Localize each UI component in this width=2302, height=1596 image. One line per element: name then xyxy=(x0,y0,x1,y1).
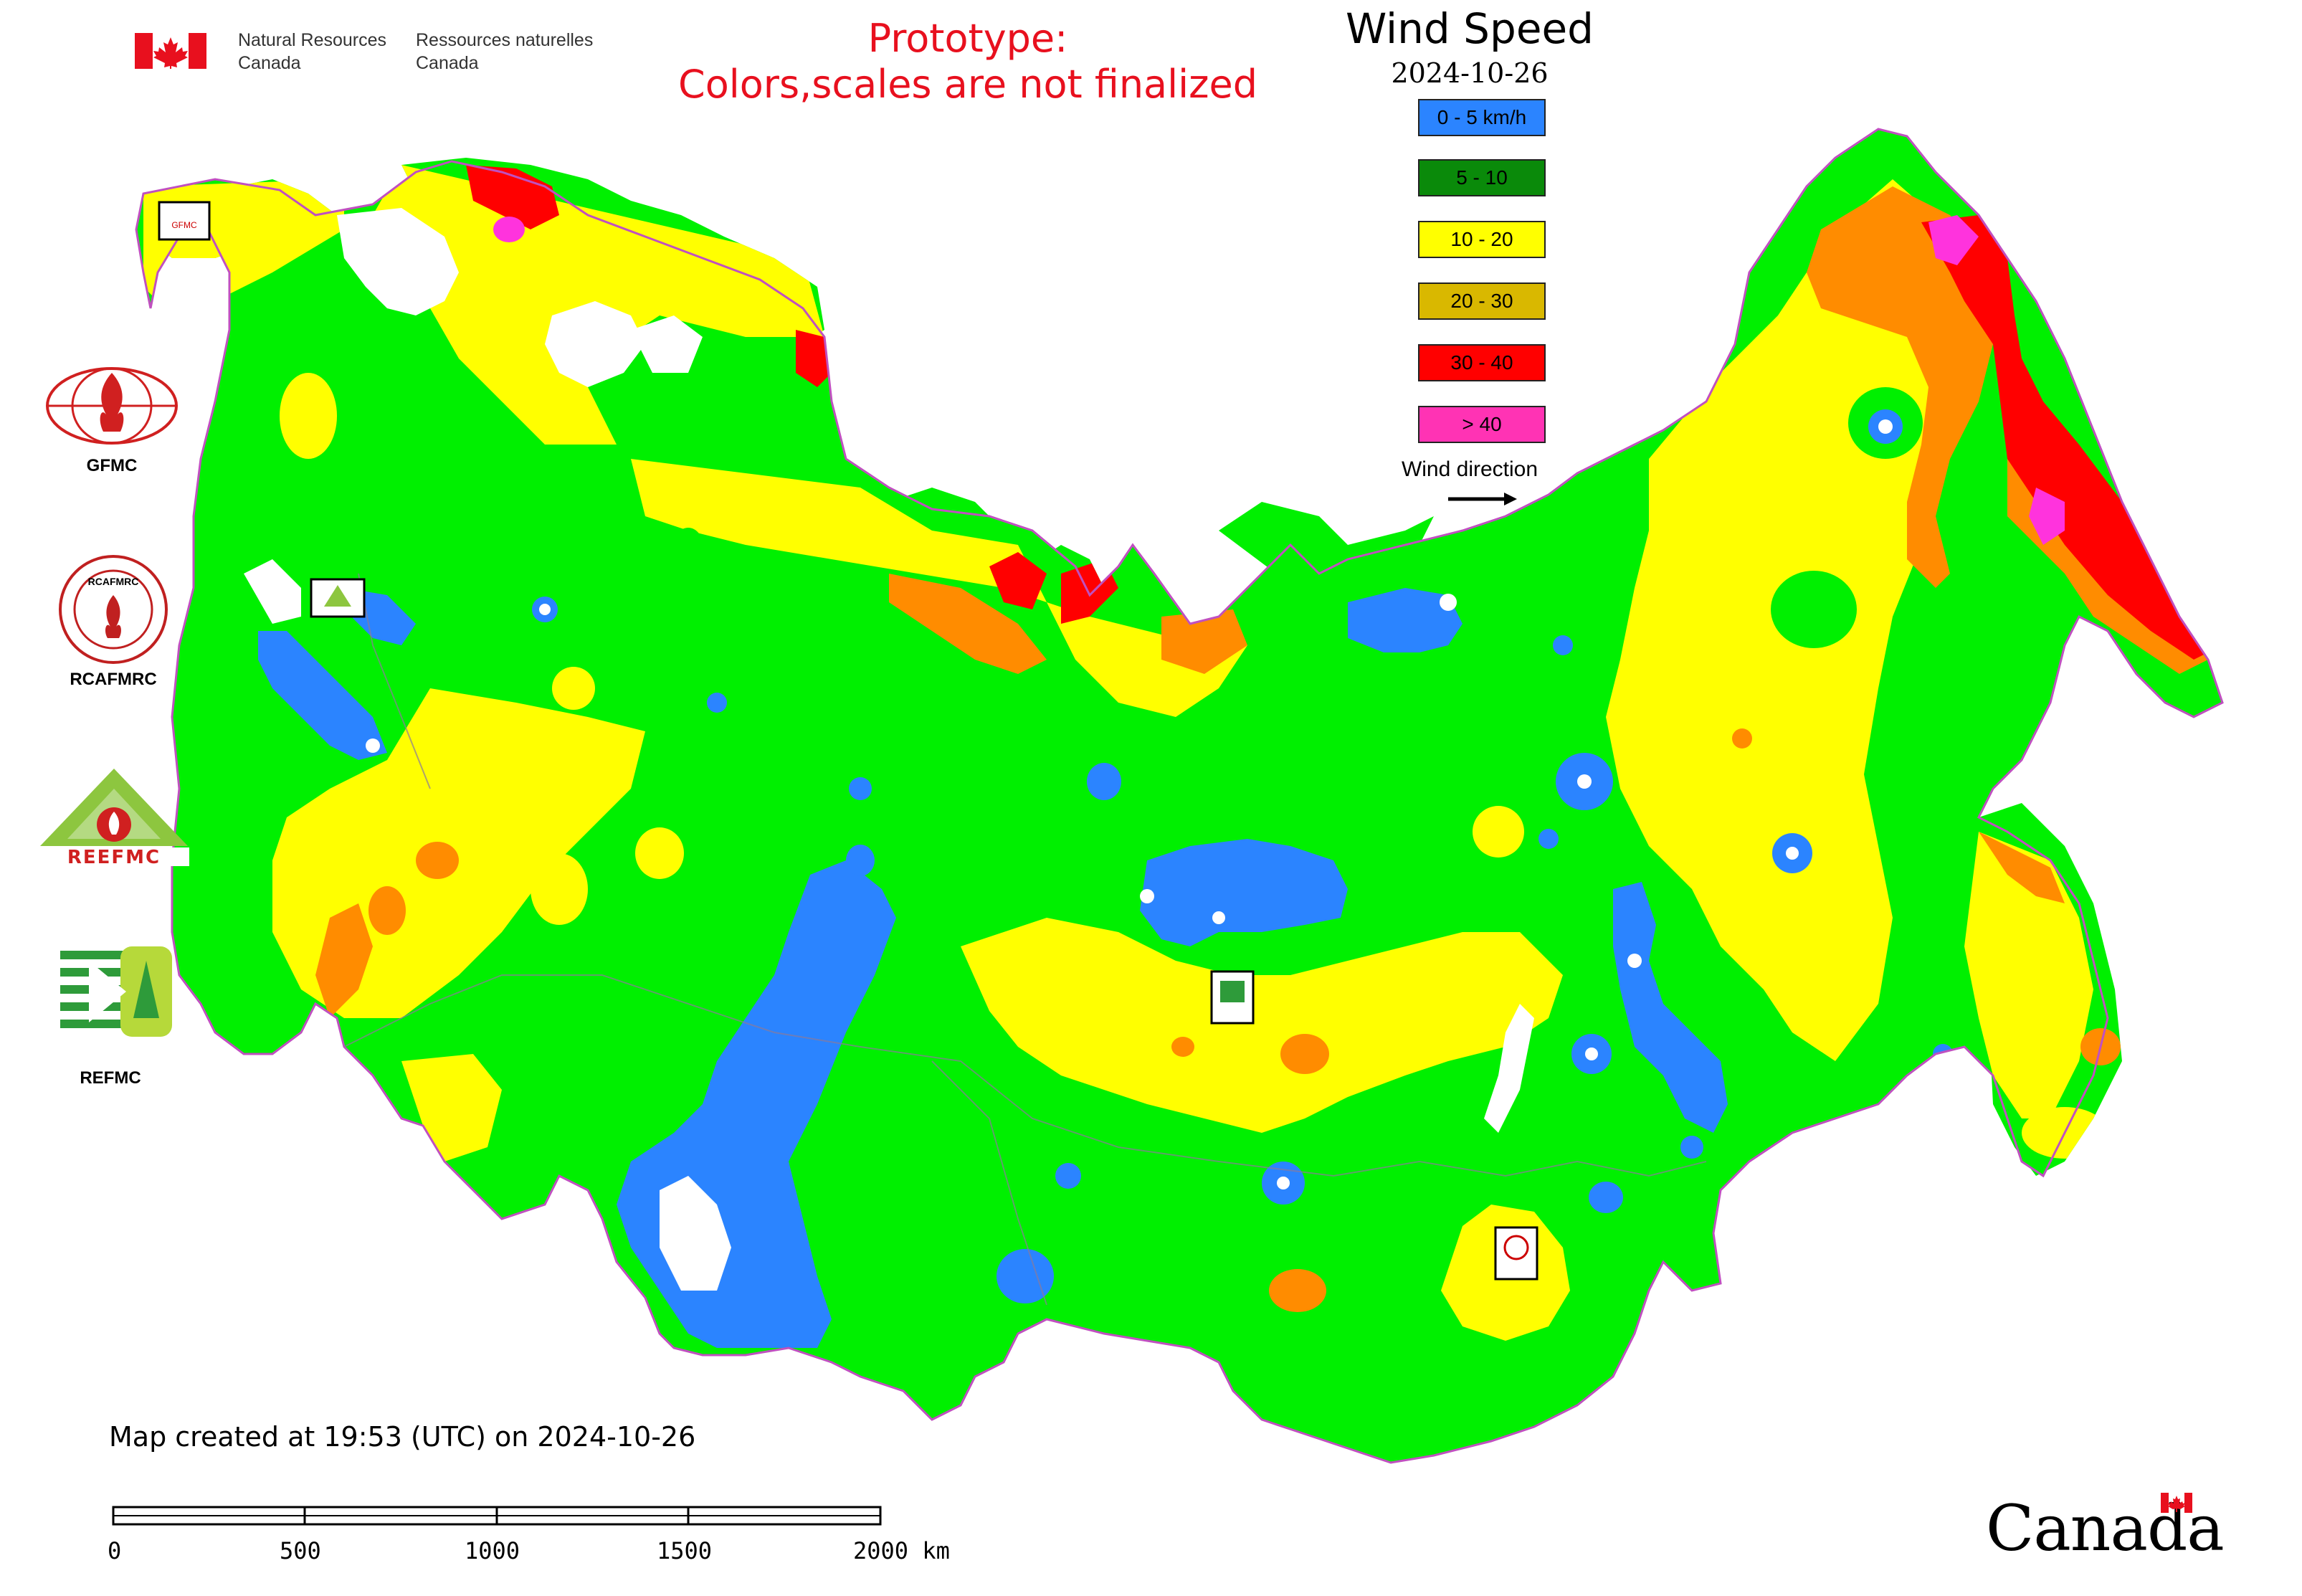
wordmark-flag-icon xyxy=(2161,1493,2192,1513)
legend-title: Wind Speed xyxy=(1345,4,1594,53)
reefmc-logo-icon: REEFMC xyxy=(39,769,189,868)
refmc-label: REFMC xyxy=(80,1068,141,1088)
scale-label-500: 500 xyxy=(280,1537,321,1564)
canada-wordmark: Canada xyxy=(1986,1491,2225,1565)
nrcan-signature: Natural Resources Canada Ressources natu… xyxy=(135,27,637,77)
nrcan-english: Natural Resources Canada xyxy=(238,29,386,75)
legend-item-30-40: 30 - 40 xyxy=(1418,344,1546,381)
nrcan-french: Ressources naturelles Canada xyxy=(416,29,593,75)
legend-label: > 40 xyxy=(1462,413,1502,435)
rcafmrc-label: RCAFMRC xyxy=(70,670,157,689)
gfmc-map-marker xyxy=(158,201,211,241)
wind-direction-label: Wind direction xyxy=(1401,457,1538,481)
legend: Wind Speed 2024-10-26 0 - 5 km/h 5 - 10 … xyxy=(1333,0,1620,516)
gfmc-label: GFMC xyxy=(86,456,138,475)
scale-bar-graphic xyxy=(112,1506,882,1526)
nrcan-fr-line2: Canada xyxy=(416,53,479,73)
legend-item-gt-40: > 40 xyxy=(1418,406,1546,443)
svg-text:RCAFMRC: RCAFMRC xyxy=(88,576,139,587)
map-created-timestamp: Map created at 19:53 (UTC) on 2024-10-26 xyxy=(109,1421,696,1453)
wind-direction-arrow-icon xyxy=(1448,493,1517,505)
svg-text:GFMC: GFMC xyxy=(171,220,197,230)
legend-label: 30 - 40 xyxy=(1450,351,1513,374)
scale-label-1000: 1000 xyxy=(465,1537,520,1564)
legend-label: 20 - 30 xyxy=(1450,290,1513,312)
nrcan-en-line2: Canada xyxy=(238,53,301,73)
refmc-logo-icon xyxy=(60,946,172,1037)
legend-date: 2024-10-26 xyxy=(1391,57,1549,89)
legend-item-0-5: 0 - 5 km/h xyxy=(1418,99,1546,136)
scale-bar: 0 500 1000 1500 2000 km xyxy=(108,1500,968,1572)
legend-label: 10 - 20 xyxy=(1450,228,1513,250)
legend-label: 0 - 5 km/h xyxy=(1437,106,1527,128)
canada-flag-icon xyxy=(135,33,206,69)
prototype-line2: Colors,scales are not finalized xyxy=(678,62,1257,107)
scale-label-2000: 2000 km xyxy=(853,1537,950,1564)
scale-label-0: 0 xyxy=(108,1537,122,1564)
prototype-notice: Prototype: Colors,scales are not finaliz… xyxy=(645,16,1290,108)
nrcan-fr-line1: Ressources naturelles xyxy=(416,30,594,50)
legend-item-10-20: 10 - 20 xyxy=(1418,221,1546,258)
legend-item-20-30: 20 - 30 xyxy=(1418,282,1546,320)
gfmc-logo-icon xyxy=(46,367,178,445)
legend-label: 5 - 10 xyxy=(1456,166,1508,189)
nrcan-en-line1: Natural Resources xyxy=(238,30,387,50)
scale-label-1500: 1500 xyxy=(657,1537,713,1564)
prototype-line1: Prototype: xyxy=(867,16,1068,61)
svg-text:REEFMC: REEFMC xyxy=(67,847,161,868)
rcafmrc-logo-icon: RCAFMRC xyxy=(59,555,168,664)
legend-item-5-10: 5 - 10 xyxy=(1418,159,1546,196)
